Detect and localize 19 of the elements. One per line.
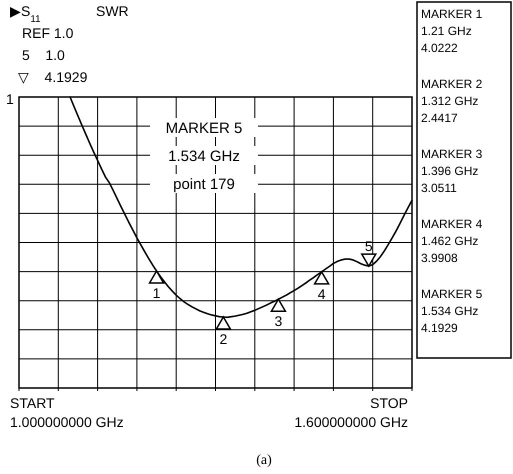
text: 1	[6, 91, 14, 107]
annotation: 2	[219, 330, 228, 347]
text: MARKER 2 1.312 GHz 2.4417	[421, 77, 483, 125]
annotation: 1	[152, 285, 161, 302]
text: ▶S$_{11}$	[10, 3, 41, 24]
text: MARKER 5 1.534 GHz 4.1929	[421, 287, 483, 335]
text: MARKER 4 1.462 GHz 3.9908	[421, 217, 483, 265]
annotation: 4	[318, 286, 326, 302]
text: SWR	[96, 3, 129, 19]
text: REF 1.0	[22, 25, 74, 41]
annotation: MARKER 5 1.534 GHz point 179	[166, 120, 242, 193]
text: MARKER 3 1.396 GHz 3.0511	[421, 147, 483, 195]
text: (a)	[256, 453, 272, 468]
text: ▽ 4.1929	[18, 69, 88, 85]
text: MARKER 1 1.21 GHz 4.0222	[421, 7, 483, 55]
text: STOP 1.600000000 GHz	[294, 395, 408, 430]
annotation: 3	[274, 313, 282, 330]
text: 5 1.0	[22, 47, 66, 63]
text: START 1.000000000 GHz	[10, 395, 124, 430]
